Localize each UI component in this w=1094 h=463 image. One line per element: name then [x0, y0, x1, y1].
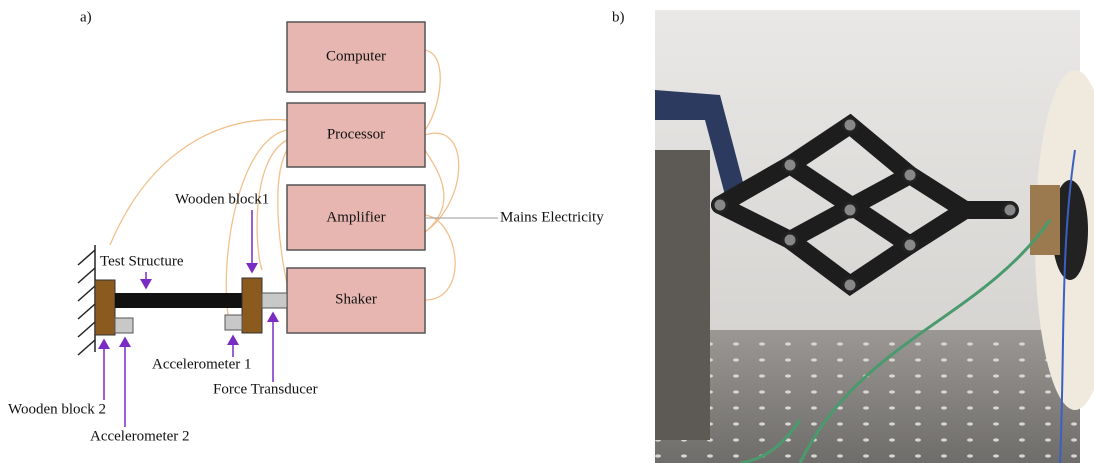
annotation: Wooden block 2	[8, 401, 106, 417]
accelerometer	[115, 318, 133, 333]
wall	[78, 245, 95, 355]
box-label: Shaker	[335, 291, 377, 307]
annotation: Accelerometer 1	[152, 356, 252, 372]
box-label: Computer	[326, 48, 386, 64]
annotation: Accelerometer 2	[90, 428, 190, 444]
photo	[655, 10, 1094, 463]
box-label: Processor	[327, 126, 385, 142]
figure: a) b) Computer Processor Amplifier Shake…	[0, 0, 1094, 463]
annotation: Force Transducer	[213, 381, 318, 397]
panel-label: b)	[612, 9, 625, 25]
wooden-block	[95, 280, 115, 335]
wooden-block	[242, 278, 262, 333]
annotation: Mains Electricity	[500, 209, 604, 225]
accelerometer	[225, 315, 242, 330]
force-transducer	[262, 293, 287, 308]
panel-label: a)	[80, 9, 92, 25]
box-label: Amplifier	[326, 209, 385, 225]
beam	[115, 293, 242, 308]
annotation: Wooden block1	[175, 191, 269, 207]
annotation: Test Structure	[100, 253, 184, 269]
